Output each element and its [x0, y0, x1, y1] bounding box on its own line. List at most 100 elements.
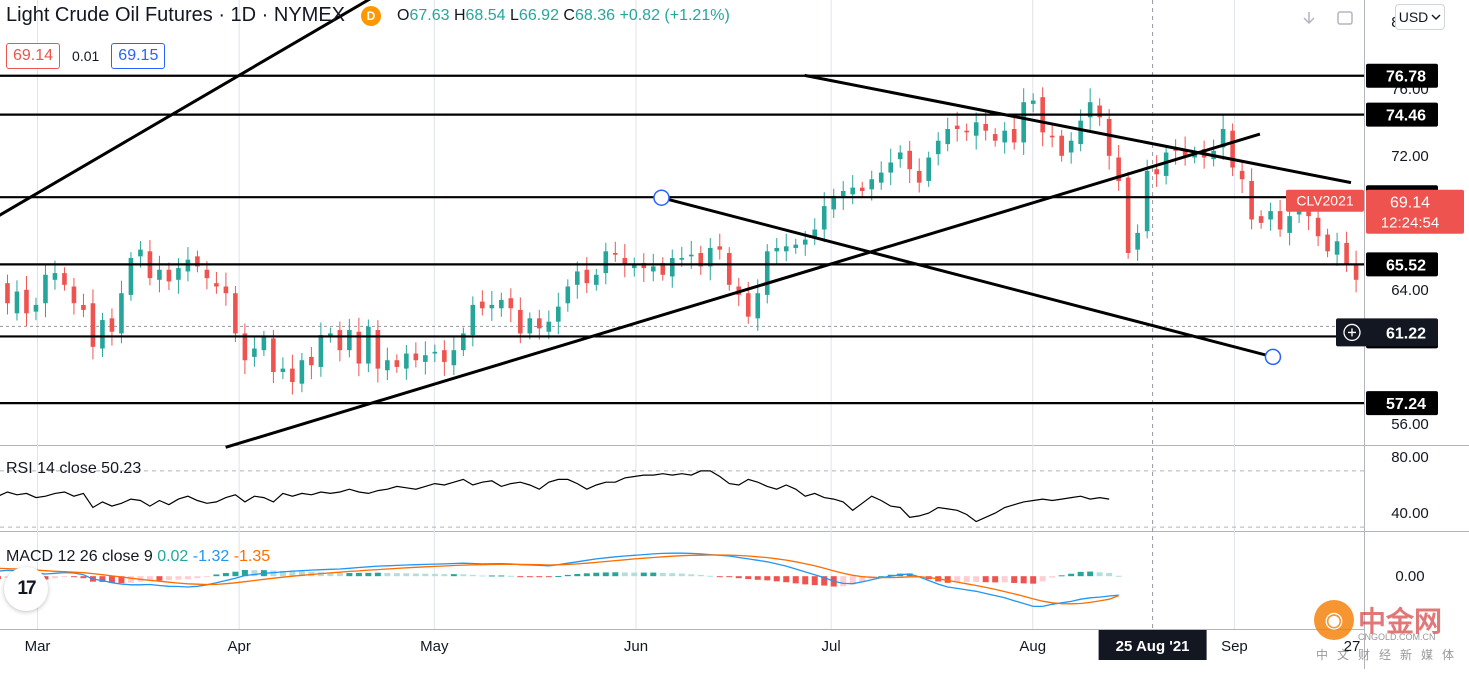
candle[interactable] — [907, 150, 913, 170]
candle[interactable] — [546, 321, 552, 332]
candle[interactable] — [1087, 102, 1093, 118]
candle[interactable] — [964, 130, 969, 133]
candle[interactable] — [935, 140, 941, 155]
candle[interactable] — [897, 152, 903, 160]
candle[interactable] — [888, 162, 894, 173]
candle[interactable] — [81, 304, 86, 310]
candle[interactable] — [356, 331, 362, 364]
candle[interactable] — [1220, 129, 1226, 148]
candle[interactable] — [128, 258, 134, 295]
plus-circle-icon[interactable] — [1343, 323, 1361, 342]
candle[interactable] — [52, 273, 58, 280]
candle[interactable] — [603, 251, 609, 274]
candle[interactable] — [385, 360, 390, 371]
candle[interactable] — [157, 269, 162, 280]
candle[interactable] — [413, 353, 419, 361]
candle[interactable] — [812, 229, 818, 238]
candle[interactable] — [290, 368, 295, 383]
candle[interactable] — [1334, 241, 1340, 255]
candle[interactable] — [707, 247, 713, 267]
candle[interactable] — [831, 196, 837, 210]
candle[interactable] — [1163, 152, 1169, 176]
candle[interactable] — [43, 274, 48, 304]
candle[interactable] — [1154, 169, 1159, 175]
candle[interactable] — [1144, 170, 1150, 232]
candle[interactable] — [394, 360, 400, 367]
candle[interactable] — [774, 247, 780, 252]
candle[interactable] — [1325, 234, 1330, 252]
candle[interactable] — [688, 254, 694, 257]
candle[interactable] — [223, 286, 229, 294]
candle[interactable] — [612, 252, 618, 255]
candle[interactable] — [537, 318, 542, 329]
candle[interactable] — [641, 263, 647, 269]
candle[interactable] — [470, 304, 476, 336]
candle[interactable] — [793, 244, 799, 248]
candle[interactable] — [299, 360, 305, 384]
candle[interactable] — [1315, 217, 1321, 237]
candle[interactable] — [802, 239, 808, 245]
candle[interactable] — [499, 299, 504, 309]
candle[interactable] — [556, 306, 561, 322]
candle[interactable] — [840, 191, 846, 197]
candle[interactable] — [309, 356, 314, 366]
candle[interactable] — [1287, 216, 1292, 233]
candle[interactable] — [983, 123, 988, 131]
candle[interactable] — [166, 269, 172, 282]
candle[interactable] — [204, 269, 210, 279]
candle[interactable] — [622, 258, 628, 265]
candle[interactable] — [764, 251, 770, 295]
candle[interactable] — [973, 122, 979, 136]
candle[interactable] — [660, 263, 666, 275]
trend-line[interactable] — [225, 132, 1261, 449]
arrow-down-icon[interactable] — [1296, 6, 1322, 30]
trend-line[interactable] — [0, 0, 388, 217]
tradingview-logo[interactable]: 17 — [4, 567, 48, 611]
candle[interactable] — [1049, 135, 1055, 138]
candle[interactable] — [878, 172, 884, 183]
candle[interactable] — [14, 291, 20, 314]
candle[interactable] — [1353, 264, 1359, 280]
candle[interactable] — [261, 336, 267, 351]
symbol-tag[interactable] — [1286, 189, 1364, 212]
buy-button[interactable]: 69.15 — [111, 43, 166, 69]
candle[interactable] — [90, 303, 96, 347]
candle[interactable] — [565, 286, 571, 304]
candle[interactable] — [1002, 130, 1007, 143]
candle[interactable] — [185, 259, 191, 272]
candle[interactable] — [109, 318, 115, 332]
candle[interactable] — [1030, 100, 1036, 104]
candle[interactable] — [451, 350, 457, 366]
candle[interactable] — [508, 298, 514, 309]
candle[interactable] — [1068, 140, 1074, 153]
candle[interactable] — [100, 320, 105, 349]
candle[interactable] — [1078, 120, 1083, 145]
candle[interactable] — [1173, 149, 1178, 151]
candle[interactable] — [271, 338, 276, 372]
candle[interactable] — [195, 256, 200, 267]
candle[interactable] — [1182, 149, 1188, 156]
candle[interactable] — [233, 293, 238, 334]
candle[interactable] — [252, 348, 257, 357]
candle[interactable] — [62, 273, 67, 285]
trend-line[interactable] — [661, 196, 1274, 359]
candle[interactable] — [375, 330, 381, 369]
candle[interactable] — [1135, 232, 1140, 250]
candle[interactable] — [280, 368, 286, 372]
candle[interactable] — [489, 304, 495, 309]
candle[interactable] — [214, 283, 219, 287]
candle[interactable] — [242, 333, 248, 361]
macd-signal-line[interactable] — [0, 554, 1119, 605]
candle[interactable] — [404, 353, 409, 369]
rsi-legend[interactable]: RSI 14 close 50.23 — [6, 460, 141, 478]
candle[interactable] — [71, 286, 77, 304]
candle[interactable] — [859, 187, 865, 192]
candle[interactable] — [1011, 129, 1017, 143]
candle[interactable] — [755, 293, 761, 319]
symbol-title[interactable]: Light Crude Oil Futures · 1D · NYMEX — [6, 4, 345, 26]
fullscreen-icon[interactable] — [1332, 6, 1358, 30]
candle[interactable] — [992, 134, 998, 141]
candle[interactable] — [650, 266, 656, 272]
candle[interactable] — [698, 252, 704, 267]
trend-line[interactable] — [804, 73, 1352, 185]
